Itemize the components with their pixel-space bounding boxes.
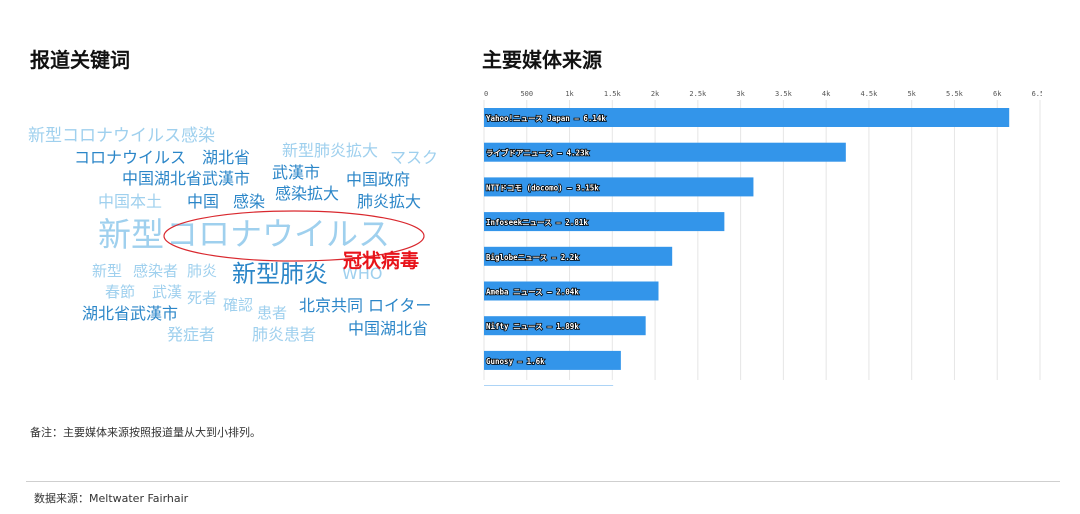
x-tick-label: 3k bbox=[736, 90, 745, 98]
keyword: 武漢 bbox=[152, 283, 183, 301]
bar-label: Yahoo!ニュース Japan — 6.14k bbox=[486, 114, 606, 123]
bar bbox=[484, 108, 1010, 127]
keyword: 中国政府 bbox=[346, 170, 411, 189]
keyword: 感染者 bbox=[133, 262, 179, 280]
bar-label: ライブドアニュース — 4.23k bbox=[486, 148, 590, 158]
bar-label: Biglobeニュース — 2.2k bbox=[486, 253, 579, 262]
bar bbox=[484, 212, 725, 232]
keyword: 武漢市 bbox=[272, 163, 321, 182]
keyword: 中国 bbox=[187, 192, 220, 211]
wordcloud-title: 报道关键词 bbox=[30, 48, 130, 72]
keyword-wordcloud: 新型コロナウイルス感染 コロナウイルス 湖北省 新型肺炎拡大 マスク 武漢市 中… bbox=[0, 0, 470, 400]
bar-label: Gunosy — 1.6k bbox=[486, 357, 545, 366]
x-tick-label: 0 bbox=[484, 90, 488, 98]
keyword: 感染 bbox=[233, 192, 266, 211]
x-tick-label: 2.5k bbox=[689, 90, 707, 98]
bar-label: NTTドコモ (docomo) — 3.15k bbox=[486, 183, 599, 192]
keyword: WHO bbox=[342, 264, 383, 283]
x-tick-label: 3.5k bbox=[775, 90, 793, 98]
keyword: 中国湖北省武漢市 bbox=[122, 169, 251, 188]
bar-label: Infoseekニュース — 2.81k bbox=[486, 218, 588, 227]
keyword: 新型肺炎拡大 bbox=[282, 141, 379, 160]
x-tick-label: 1k bbox=[565, 90, 574, 98]
x-tick-label: 1.5k bbox=[604, 90, 622, 98]
keyword: 肺炎患者 bbox=[252, 325, 317, 344]
keyword: 発症者 bbox=[167, 325, 216, 344]
keyword: 患者 bbox=[257, 304, 288, 322]
keyword: コロナウイルス bbox=[166, 215, 391, 253]
keyword: 確認 bbox=[223, 296, 254, 314]
x-tick-label: 4k bbox=[822, 90, 831, 98]
footer-divider bbox=[26, 481, 1060, 482]
keyword: 新型 bbox=[92, 262, 123, 280]
bar-chart-title: 主要媒体来源 bbox=[482, 48, 602, 72]
keyword: 感染拡大 bbox=[275, 184, 340, 203]
keyword: マスク bbox=[390, 148, 439, 167]
keyword: 春節 bbox=[105, 283, 136, 301]
keyword: 肺炎 bbox=[187, 262, 218, 280]
keyword: 中国湖北省 bbox=[348, 319, 429, 338]
highlight-keyword: 冠状病毒 bbox=[343, 250, 420, 272]
keyword: 肺炎拡大 bbox=[357, 192, 422, 211]
bar bbox=[484, 281, 659, 301]
keyword: 中国本土 bbox=[98, 192, 163, 211]
keyword: 北京共同 bbox=[299, 296, 364, 315]
keyword: 湖北省武漢市 bbox=[82, 304, 179, 323]
x-tick-label: 4.5k bbox=[860, 90, 878, 98]
media-source-bar-chart: 0 500 1k 1.5k 2k 2.5k 3k 3.5k 4k 4.5k 5k 5.5k 6k 6.5k… bbox=[483, 90, 1042, 386]
bar-label: Ameba ニュース — 2.04k bbox=[486, 288, 579, 297]
x-tick-label: 6.5k bbox=[1032, 90, 1042, 98]
keyword: 湖北省 bbox=[202, 148, 251, 167]
bar bbox=[484, 316, 646, 336]
bar bbox=[484, 177, 754, 197]
x-tick-label: 5.5k bbox=[946, 90, 964, 98]
bar bbox=[484, 246, 673, 266]
keyword: ロイター bbox=[368, 296, 432, 315]
x-tick-label: 500 bbox=[520, 90, 533, 98]
keyword: 新型 bbox=[98, 215, 164, 254]
keyword: 新型肺炎 bbox=[232, 260, 328, 288]
keyword: 死者 bbox=[187, 289, 218, 307]
data-source: 数据来源：Meltwater Fairhair bbox=[34, 492, 189, 505]
x-tick-label: 5k bbox=[907, 90, 916, 98]
bar-label: Nifty ニュース — 1.89k bbox=[486, 322, 579, 331]
footnote: 备注：主要媒体来源按照报道量从大到小排列。 bbox=[30, 426, 261, 439]
x-tick-label: 2k bbox=[651, 90, 660, 98]
bar bbox=[484, 142, 846, 162]
bar bbox=[484, 350, 621, 370]
keyword: コロナウイルス bbox=[74, 148, 187, 167]
x-tick-label: 6k bbox=[993, 90, 1002, 98]
keyword: 新型コロナウイルス感染 bbox=[28, 126, 215, 146]
